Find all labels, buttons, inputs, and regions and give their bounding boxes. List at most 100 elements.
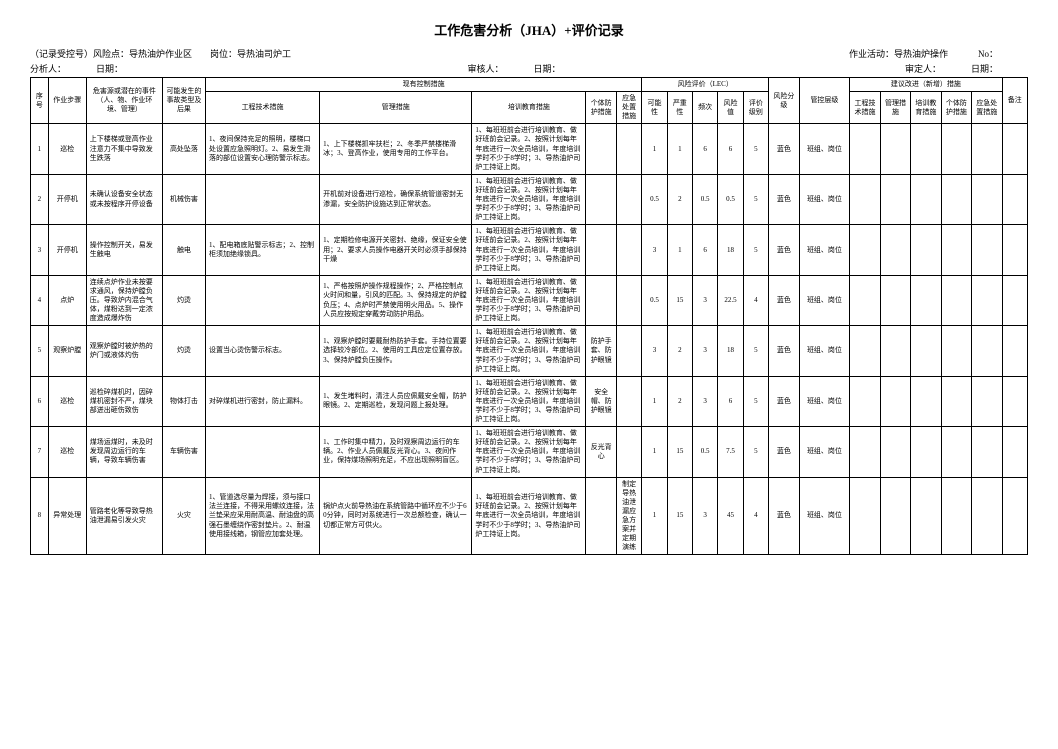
cell-tech <box>206 275 320 325</box>
th-note: 备注 <box>1002 78 1027 124</box>
cell-E: 1 <box>667 124 692 174</box>
cell-D: 7.5 <box>718 427 743 477</box>
cell-seq: 8 <box>31 477 49 555</box>
cell-C: 6 <box>693 124 718 174</box>
cell-E: 15 <box>667 477 692 555</box>
cell-tech: 1、配电箱底贴警示标志；2、控制柜须加绝缘锁具。 <box>206 225 320 275</box>
cell-mgmt: 1、观察炉膛时要戴耐热防护手套。手持位置要选择较冷部位。2、使用的工具应定位置存… <box>320 326 472 376</box>
cell-empty <box>911 174 941 224</box>
cell-ppe: 反光背心 <box>586 427 616 477</box>
cell-empty <box>972 225 1002 275</box>
cell-level: 5 <box>743 376 768 426</box>
cell-emerg <box>616 376 641 426</box>
cell-seq: 4 <box>31 275 49 325</box>
cell-C: 3 <box>693 275 718 325</box>
cell-empty <box>880 275 910 325</box>
th-E: 严重性 <box>667 92 692 124</box>
cell-empty <box>850 225 880 275</box>
cell-level: 4 <box>743 477 768 555</box>
th-ctrllevel: 管控层级 <box>799 78 850 124</box>
cell-step: 巡检 <box>48 376 86 426</box>
cell-event: 连续点炉作业未按要求通风，保持炉膛负压。导致炉内混合气体，煤粉达到一定浓度造成爆… <box>86 275 162 325</box>
cell-C: 0.5 <box>693 174 718 224</box>
cell-event: 未确认设备安全状态或未按程序开停设备 <box>86 174 162 224</box>
cell-color: 蓝色 <box>769 326 799 376</box>
cell-D: 0.5 <box>718 174 743 224</box>
cell-tech: 1、管道选尽量为焊接，须与接口法兰连接，不得采用螺纹连接，法兰垫采应采用耐高温、… <box>206 477 320 555</box>
cell-C: 3 <box>693 326 718 376</box>
cell-mgmt: 1、发生堵料时，清注人员应佩戴安全帽，防护眼镜。2、定期巡检，发现问题上报处理。 <box>320 376 472 426</box>
cell-tech <box>206 174 320 224</box>
cell-ppe <box>586 174 616 224</box>
cell-empty <box>880 225 910 275</box>
cell-empty <box>850 174 880 224</box>
cell-empty <box>941 376 971 426</box>
cell-emerg: 制定导热油泄漏应急方案并定期演练 <box>616 477 641 555</box>
cell-E: 15 <box>667 275 692 325</box>
jha-table: 序号 作业步骤 危害源或潜在的事件（人、物、作业环境、管理） 可能发生的事故类型… <box>30 77 1028 555</box>
cell-empty <box>850 275 880 325</box>
cell-event: 巡检碎煤机时，因碎煤机密封不严，煤块部迸出砸伤致伤 <box>86 376 162 426</box>
meta-line-1: （记录受控号）风险点：导热油炉作业区 岗位：导热油司炉工 作业活动：导热油炉操作… <box>30 47 1028 60</box>
cell-step: 开停机 <box>48 174 86 224</box>
cell-train: 1、每班班前会进行培训教育、做好班前会记录。2、按照计划每年年底进行一次全员培训… <box>472 427 586 477</box>
cell-mgmt: 1、上下楼梯抓牢扶栏；2、冬季严禁楼梯滑冰；3、登高作业，使用专用的工作平台。 <box>320 124 472 174</box>
cell-event: 管路老化等导致导热油泄漏易引发火灾 <box>86 477 162 555</box>
cell-emerg <box>616 275 641 325</box>
cell-D: 6 <box>718 376 743 426</box>
th-existing: 现有控制措施 <box>206 78 642 92</box>
cell-E: 15 <box>667 427 692 477</box>
cell-tech: 1、夜间保持充足的照明，楼梯口处设置应急照明灯。2、易发生滑落的部位设置安心理防… <box>206 124 320 174</box>
th-step: 作业步骤 <box>48 78 86 124</box>
th-ppe: 个体防护措施 <box>586 92 616 124</box>
cell-D: 18 <box>718 326 743 376</box>
cell-mgmt: 1、定期检修电源开关密封、绝缘，保证安全使用；2、要求人员操作电器开关时必须手部… <box>320 225 472 275</box>
cell-color: 蓝色 <box>769 174 799 224</box>
cell-train: 1、每班班前会进行培训教育、做好班前会记录。2、按照计划每年年底进行一次全员培训… <box>472 174 586 224</box>
table-row: 6巡检巡检碎煤机时，因碎煤机密封不严，煤块部迸出砸伤致伤物体打击对碎煤机进行密封… <box>31 376 1028 426</box>
cell-empty <box>850 477 880 555</box>
cell-step: 开停机 <box>48 225 86 275</box>
cell-empty <box>941 275 971 325</box>
cell-level: 5 <box>743 124 768 174</box>
cell-emerg <box>616 174 641 224</box>
cell-emerg <box>616 427 641 477</box>
meta-no: No： <box>978 47 998 60</box>
cell-L: 1 <box>642 477 667 555</box>
cell-empty <box>941 326 971 376</box>
cell-E: 2 <box>667 326 692 376</box>
cell-ctrl: 班组、岗位 <box>799 225 850 275</box>
cell-seq: 3 <box>31 225 49 275</box>
cell-train: 1、每班班前会进行培训教育、做好班前会记录。2、按照计划每年年底进行一次全员培训… <box>472 225 586 275</box>
cell-emerg <box>616 124 641 174</box>
cell-consequence: 灼烫 <box>162 326 205 376</box>
table-row: 3开停机操作控制开关，易发生触电触电1、配电箱底贴警示标志；2、控制柜须加绝缘锁… <box>31 225 1028 275</box>
th-C: 频次 <box>693 92 718 124</box>
cell-level: 4 <box>743 275 768 325</box>
meta-activity: 作业活动：导热油炉操作 <box>849 47 948 60</box>
cell-E: 2 <box>667 174 692 224</box>
cell-mgmt: 锅炉点火前导热油在系统管路中循环应不少于60分钟，同时对系统进行一次总额检查，确… <box>320 477 472 555</box>
cell-L: 0.5 <box>642 174 667 224</box>
th-tech: 工程技术措施 <box>206 92 320 124</box>
cell-empty <box>911 124 941 174</box>
cell-empty <box>880 376 910 426</box>
cell-step: 观察炉膛 <box>48 326 86 376</box>
cell-step: 巡检 <box>48 124 86 174</box>
cell-empty <box>1002 427 1027 477</box>
cell-ppe <box>586 124 616 174</box>
cell-level: 5 <box>743 225 768 275</box>
cell-event: 操作控制开关，易发生触电 <box>86 225 162 275</box>
cell-empty <box>972 326 1002 376</box>
table-row: 8异常处理管路老化等导致导热油泄漏易引发火灾火灾1、管道选尽量为焊接，须与接口法… <box>31 477 1028 555</box>
cell-empty <box>1002 477 1027 555</box>
cell-step: 异常处理 <box>48 477 86 555</box>
cell-seq: 5 <box>31 326 49 376</box>
th-sug-emerg: 应急处置措施 <box>972 92 1002 124</box>
cell-empty <box>880 477 910 555</box>
cell-empty <box>880 124 910 174</box>
cell-ctrl: 班组、岗位 <box>799 275 850 325</box>
cell-tech <box>206 427 320 477</box>
cell-train: 1、每班班前会进行培训教育、做好班前会记录。2、按照计划每年年底进行一次全员培训… <box>472 477 586 555</box>
cell-ctrl: 班组、岗位 <box>799 174 850 224</box>
